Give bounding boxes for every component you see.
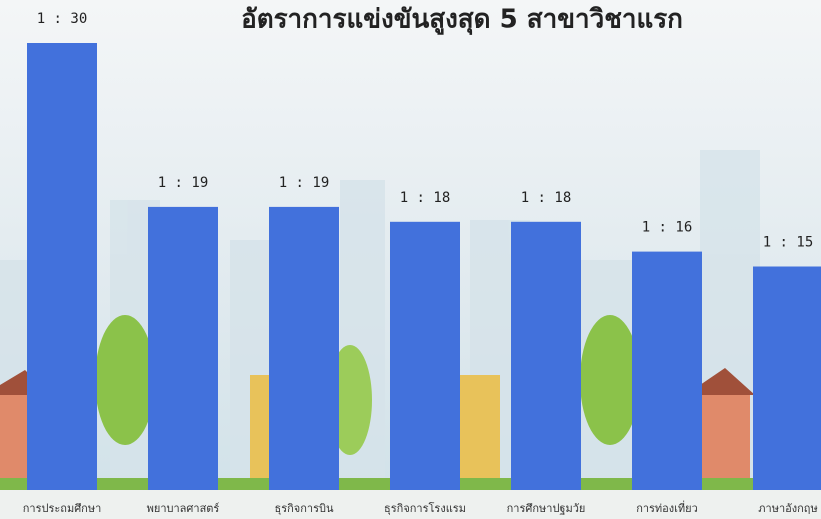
bar [511, 221, 581, 491]
x-tick-label: ภาษาอังกฤษ [758, 502, 817, 515]
trees [95, 315, 640, 455]
chart-title: อัตราการแข่งขันสูงสุด 5 สาขาวิชาแรก [241, 5, 683, 36]
bar [148, 206, 218, 490]
x-tick-label: การท่องเที่ยว [636, 500, 698, 515]
bar [269, 206, 339, 490]
x-tick-label: พยาบาลศาสตร์ [147, 502, 220, 515]
value-label: 1 : 15 [763, 235, 814, 251]
x-tick-label: การศึกษาปฐมวัย [507, 502, 586, 515]
value-label: 1 : 30 [37, 11, 88, 27]
value-label: 1 : 18 [400, 190, 451, 206]
ground [0, 490, 821, 519]
value-label: 1 : 16 [642, 220, 693, 236]
value-label: 1 : 19 [279, 175, 330, 191]
x-tick-label: ธุรกิจการโรงแรม [384, 501, 466, 515]
bar [390, 221, 460, 491]
x-tick-label: ธุรกิจการบิน [275, 502, 334, 515]
bar [632, 251, 702, 490]
bar [753, 266, 821, 490]
bar [27, 43, 97, 490]
x-tick-label: การประถมศึกษา [23, 502, 102, 515]
value-label: 1 : 19 [158, 175, 209, 191]
value-label: 1 : 18 [521, 190, 572, 206]
